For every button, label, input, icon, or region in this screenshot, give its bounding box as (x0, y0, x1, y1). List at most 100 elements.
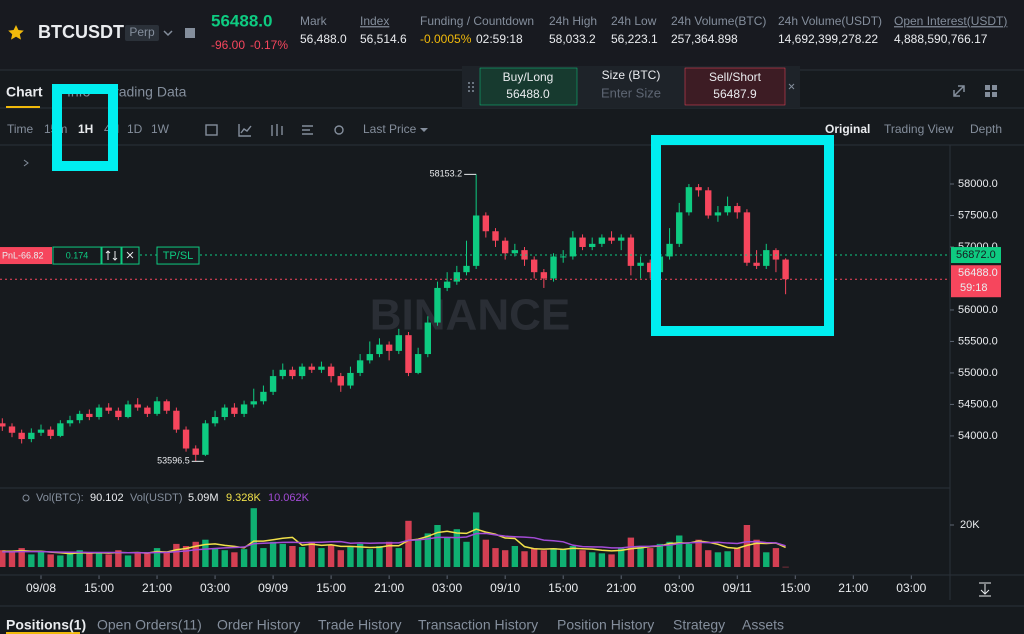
bottom-tab[interactable]: Positions(1) (6, 617, 86, 633)
volume-bar (86, 553, 93, 567)
close-icon[interactable] (126, 251, 134, 259)
interval[interactable]: 1W (151, 122, 170, 136)
volume-bar (66, 552, 74, 567)
volume-bar (463, 541, 470, 567)
bottom-tab[interactable]: Open Orders(11) (97, 617, 202, 633)
volume-bar (260, 548, 267, 567)
candle-body (269, 376, 277, 392)
volume-bar (318, 548, 325, 567)
bottom-tab[interactable]: Transaction History (418, 617, 538, 633)
highlight-box (651, 135, 834, 336)
volume-bar (424, 533, 432, 567)
stat-value: -0.0005% (420, 32, 472, 46)
candle-body (414, 354, 422, 373)
bottom-tab[interactable]: Position History (557, 617, 654, 633)
toolbar-icons[interactable] (205, 124, 344, 137)
drag-handle[interactable] (468, 82, 474, 92)
interval[interactable]: 1H (78, 122, 93, 136)
candle-body (666, 243, 673, 257)
qty-tag[interactable] (52, 246, 102, 265)
tpsl-tag[interactable] (156, 246, 200, 265)
candle-body (637, 262, 644, 266)
candle-body (647, 262, 654, 273)
candle-body (202, 423, 209, 455)
volume-bar (472, 512, 480, 567)
bottom-tab[interactable]: Trade History (318, 617, 402, 633)
candle-body (18, 432, 25, 440)
stat-label: 24h High (549, 14, 597, 28)
dropdown-arrow[interactable] (420, 128, 428, 132)
qty[interactable]: 0.174 (66, 250, 89, 260)
buy-label[interactable]: Buy/Long (503, 70, 554, 84)
fullscreen-icon[interactable] (953, 85, 965, 97)
tab[interactable]: Trading Data (106, 84, 187, 100)
volume-bar (289, 546, 296, 567)
size-input[interactable]: Enter Size (601, 85, 661, 100)
candle-body (724, 206, 731, 213)
volume-bar (579, 550, 586, 567)
collapse-icon[interactable] (23, 159, 29, 167)
volume-bar (115, 550, 122, 567)
layout-icon[interactable] (985, 85, 997, 97)
volume-bar (163, 551, 170, 567)
interval[interactable]: 1D (127, 122, 143, 136)
candle-body (472, 215, 480, 266)
volume-bar (298, 547, 306, 567)
legend-toggle[interactable] (22, 494, 30, 502)
interval: Time (7, 122, 34, 136)
volume-bar (501, 550, 509, 567)
favorite-star[interactable] (8, 25, 24, 40)
bottom-tab[interactable]: Strategy (673, 617, 725, 633)
bottom-tab[interactable]: Assets (742, 617, 784, 633)
view-option[interactable]: Depth (970, 122, 1002, 136)
view-option[interactable]: Trading View (884, 122, 954, 136)
sell-button[interactable] (684, 67, 786, 106)
candle-body (560, 256, 567, 258)
volume-bar (666, 541, 673, 567)
x-tick-label: 21:00 (606, 581, 636, 595)
candle-body (453, 272, 461, 282)
volume-bar (637, 546, 644, 567)
symbol[interactable]: BTCUSDT (38, 22, 124, 42)
x-tick-label: 03:00 (664, 581, 694, 595)
candle-body (240, 404, 248, 414)
price-type[interactable]: Last Price (363, 122, 417, 136)
volume-bar (0, 550, 6, 567)
candle-body (782, 259, 789, 280)
buy-price[interactable]: 56488.0 (506, 87, 550, 101)
candle-body (115, 410, 122, 418)
candle-body (530, 259, 538, 273)
close-icon[interactable] (788, 83, 795, 90)
reverse-tag[interactable] (101, 246, 122, 265)
volume-bar (231, 552, 238, 567)
tab[interactable]: Chart (6, 84, 43, 100)
tpsl[interactable]: TP/SL (163, 250, 194, 262)
candle-body (501, 240, 509, 254)
scroll-to-end-icon[interactable] (979, 582, 991, 597)
volume-bar (76, 550, 83, 567)
sell-price[interactable]: 56487.9 (713, 87, 757, 101)
book-icon[interactable] (185, 28, 195, 38)
pnl-tag[interactable] (0, 247, 52, 265)
volume-bar (279, 543, 286, 567)
size-label: Size (BTC) (602, 68, 661, 82)
volume-bar (734, 548, 741, 567)
buy-button[interactable] (479, 67, 578, 106)
badge-bg (125, 25, 159, 41)
volume-bar (753, 539, 760, 567)
stat-value: 56,223.1 (611, 32, 658, 46)
reverse-icon[interactable] (105, 250, 118, 261)
dropdown-arrow[interactable] (163, 30, 173, 37)
stat-label: Mark (300, 14, 328, 28)
volume-bar (443, 537, 451, 567)
x-tick-label: 15:00 (84, 581, 114, 595)
volume-bar (647, 548, 654, 567)
volume-bar (540, 550, 548, 567)
candle-body (47, 429, 54, 436)
candle-body (66, 420, 74, 424)
view-option[interactable]: Original (825, 122, 870, 136)
sell-label[interactable]: Sell/Short (709, 70, 762, 84)
bottom-tab[interactable]: Order History (217, 617, 300, 633)
pnl[interactable]: PnL-66.82 (2, 250, 44, 260)
candle-body (28, 432, 35, 440)
